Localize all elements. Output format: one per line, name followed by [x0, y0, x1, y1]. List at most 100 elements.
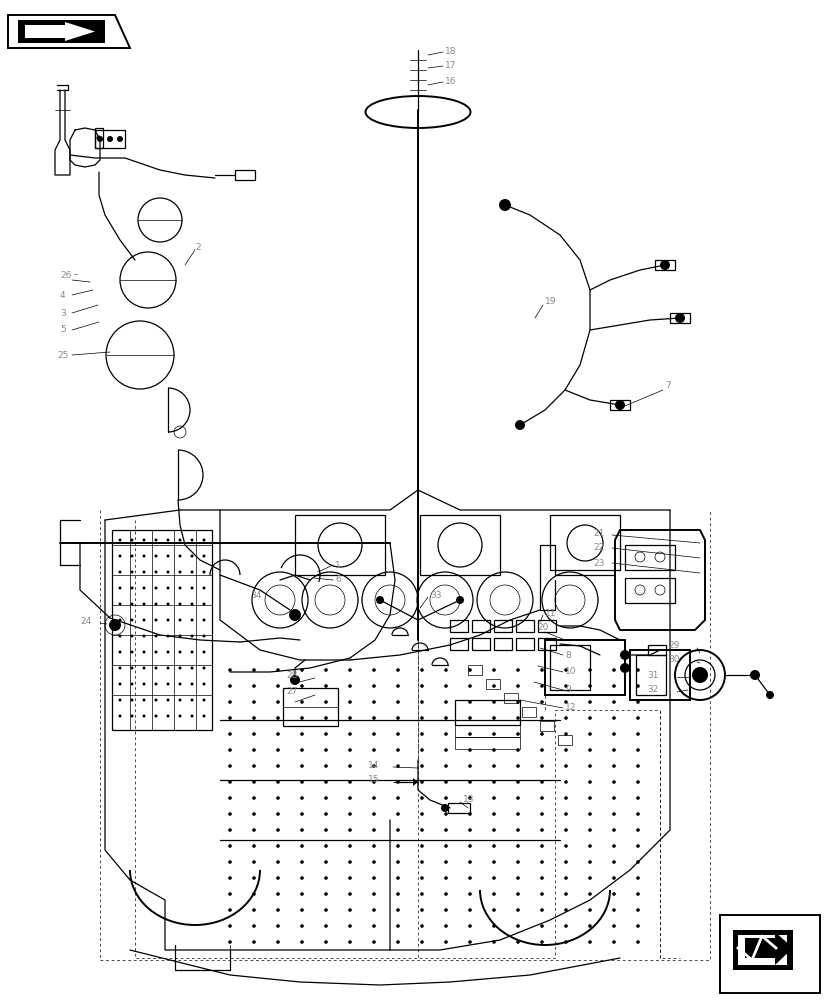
Circle shape: [276, 668, 280, 672]
Circle shape: [588, 668, 592, 672]
Circle shape: [179, 635, 181, 638]
Circle shape: [276, 780, 280, 784]
Circle shape: [252, 732, 255, 736]
Text: 9: 9: [565, 686, 571, 694]
Circle shape: [372, 860, 376, 864]
Text: 30: 30: [668, 656, 680, 664]
Circle shape: [118, 650, 121, 654]
Circle shape: [179, 586, 181, 589]
Circle shape: [468, 732, 472, 736]
Circle shape: [588, 732, 592, 736]
Circle shape: [636, 860, 640, 864]
Text: 11: 11: [545, 608, 557, 617]
Circle shape: [588, 860, 592, 864]
Circle shape: [191, 650, 194, 654]
Circle shape: [516, 684, 520, 688]
Circle shape: [564, 876, 567, 880]
Circle shape: [396, 892, 400, 896]
Circle shape: [612, 892, 616, 896]
Circle shape: [252, 892, 255, 896]
Circle shape: [324, 860, 328, 864]
Bar: [494, 638, 512, 650]
Text: 21: 21: [593, 528, 604, 538]
Circle shape: [516, 812, 520, 816]
Circle shape: [493, 828, 496, 832]
Bar: [494, 620, 512, 632]
Bar: [472, 638, 490, 650]
Circle shape: [420, 844, 423, 848]
Circle shape: [540, 908, 544, 912]
Circle shape: [252, 764, 255, 768]
Circle shape: [155, 554, 157, 558]
Circle shape: [636, 844, 640, 848]
Circle shape: [540, 668, 544, 672]
Circle shape: [660, 260, 670, 270]
Circle shape: [636, 716, 640, 720]
Circle shape: [252, 828, 255, 832]
Circle shape: [131, 666, 133, 670]
Circle shape: [166, 714, 170, 718]
Circle shape: [252, 844, 255, 848]
Circle shape: [636, 892, 640, 896]
Circle shape: [564, 892, 567, 896]
Bar: [648, 645, 666, 655]
Circle shape: [516, 940, 520, 944]
Circle shape: [372, 796, 376, 800]
Circle shape: [620, 650, 630, 660]
Circle shape: [420, 684, 423, 688]
Text: 27: 27: [286, 688, 297, 696]
Circle shape: [324, 908, 328, 912]
Circle shape: [372, 684, 376, 688]
Circle shape: [515, 420, 525, 430]
Circle shape: [612, 732, 616, 736]
Circle shape: [324, 796, 328, 800]
Circle shape: [493, 684, 496, 688]
Circle shape: [349, 796, 352, 800]
Circle shape: [349, 716, 352, 720]
Circle shape: [612, 844, 616, 848]
Circle shape: [166, 682, 170, 686]
Circle shape: [155, 666, 157, 670]
Circle shape: [372, 732, 376, 736]
Circle shape: [118, 666, 121, 670]
Circle shape: [493, 812, 496, 816]
Circle shape: [349, 700, 352, 704]
Circle shape: [588, 700, 592, 704]
Circle shape: [179, 650, 181, 654]
Circle shape: [324, 828, 328, 832]
Circle shape: [564, 796, 567, 800]
Circle shape: [636, 908, 640, 912]
Circle shape: [349, 940, 352, 944]
Circle shape: [612, 908, 616, 912]
Bar: [455, 700, 520, 725]
Circle shape: [636, 732, 640, 736]
Circle shape: [588, 940, 592, 944]
Circle shape: [166, 698, 170, 702]
Circle shape: [300, 780, 304, 784]
Circle shape: [493, 764, 496, 768]
Circle shape: [179, 698, 181, 702]
Circle shape: [612, 812, 616, 816]
Circle shape: [372, 828, 376, 832]
Circle shape: [612, 828, 616, 832]
Text: 29: 29: [668, 641, 680, 650]
Circle shape: [372, 700, 376, 704]
Circle shape: [396, 668, 400, 672]
Circle shape: [179, 618, 181, 621]
Circle shape: [372, 780, 376, 784]
Circle shape: [155, 618, 157, 621]
Circle shape: [349, 876, 352, 880]
Text: 20: 20: [537, 624, 548, 633]
Circle shape: [228, 764, 232, 768]
Circle shape: [191, 618, 194, 621]
Circle shape: [276, 860, 280, 864]
Circle shape: [540, 764, 544, 768]
Circle shape: [372, 716, 376, 720]
Circle shape: [228, 844, 232, 848]
Bar: [630, 650, 690, 700]
Circle shape: [540, 796, 544, 800]
Circle shape: [349, 684, 352, 688]
Circle shape: [289, 609, 301, 621]
Circle shape: [276, 732, 280, 736]
Circle shape: [468, 828, 472, 832]
